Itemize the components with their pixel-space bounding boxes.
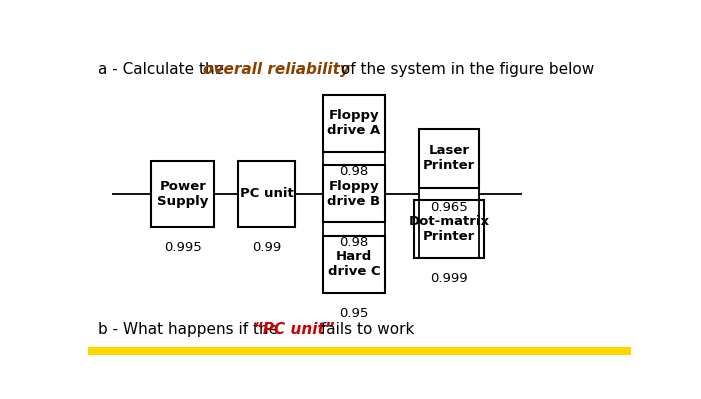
Text: Laser
Printer: Laser Printer [423, 144, 475, 172]
Bar [238, 161, 295, 227]
Text: a - Calculate the: a - Calculate the [98, 62, 229, 77]
Text: fails to work: fails to work [315, 322, 414, 337]
Text: 0.98: 0.98 [339, 166, 369, 178]
Text: “PC unit”: “PC unit” [253, 322, 335, 337]
Bar [414, 200, 484, 258]
Text: 0.965: 0.965 [430, 201, 468, 215]
Bar [322, 95, 385, 152]
Text: overall reliability: overall reliability [203, 62, 350, 77]
Text: Power
Supply: Power Supply [157, 180, 208, 208]
Bar [322, 236, 385, 293]
Text: of the system in the figure below: of the system in the figure below [336, 62, 594, 77]
Text: 0.995: 0.995 [164, 241, 202, 254]
Bar [88, 348, 631, 355]
Text: Floppy
drive A: Floppy drive A [327, 109, 381, 137]
Text: Hard
drive C: Hard drive C [327, 251, 380, 279]
Bar [322, 166, 385, 222]
Text: 0.999: 0.999 [430, 272, 468, 285]
Text: 0.98: 0.98 [339, 236, 369, 249]
Text: b - What happens if the: b - What happens if the [98, 322, 283, 337]
Text: PC unit: PC unit [240, 187, 294, 200]
Bar [419, 129, 479, 188]
Text: 0.95: 0.95 [339, 307, 369, 320]
Bar [151, 161, 214, 227]
Text: Dot-matrix
Printer: Dot-matrix Printer [409, 215, 489, 243]
Text: Floppy
drive B: Floppy drive B [327, 180, 381, 208]
Text: 0.99: 0.99 [252, 241, 282, 254]
